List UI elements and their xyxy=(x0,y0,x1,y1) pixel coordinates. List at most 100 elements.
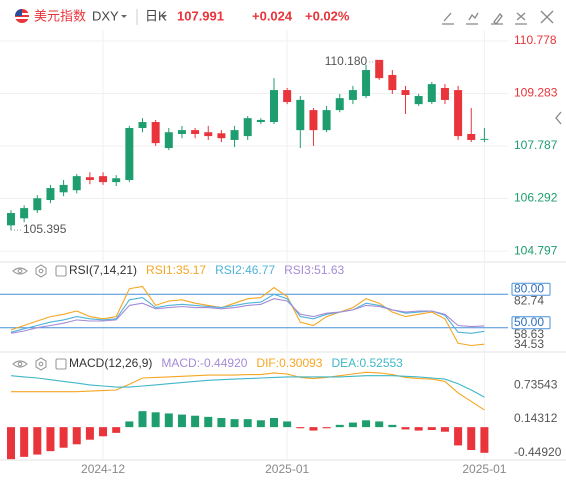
series-line xyxy=(10,298,485,334)
candle-body xyxy=(7,213,15,226)
reference-label-box xyxy=(511,316,551,330)
candle-body xyxy=(388,74,397,91)
candle-body xyxy=(401,90,410,95)
candle-body xyxy=(322,110,331,131)
candle-body xyxy=(230,130,239,140)
checkbox[interactable] xyxy=(55,265,67,277)
change-percent: +0.02% xyxy=(305,8,350,23)
histogram-bar xyxy=(99,427,108,437)
candle-body xyxy=(270,90,278,123)
histogram-bar xyxy=(112,427,121,433)
candle-body xyxy=(164,132,173,149)
candle-body xyxy=(46,188,55,201)
legend-entry: MACD:-0.44920 xyxy=(161,356,247,370)
dropdown-arrow[interactable] xyxy=(121,15,127,18)
histogram-bar xyxy=(46,427,55,452)
histogram-bar xyxy=(270,418,278,428)
flag-icon xyxy=(15,9,29,23)
checkbox[interactable] xyxy=(55,358,67,370)
legend-entry: RSI1:35.17 xyxy=(146,263,206,277)
histogram-bar xyxy=(33,427,42,455)
histogram-bar xyxy=(296,427,305,429)
candle-body xyxy=(59,184,68,193)
histogram-bar xyxy=(401,427,410,430)
eye-icon[interactable] xyxy=(12,267,28,275)
y-tick-label: 110.778 xyxy=(514,33,557,47)
symbol-code[interactable]: DXY xyxy=(92,8,119,23)
histogram-bar xyxy=(243,419,252,428)
histogram-bar xyxy=(283,421,292,428)
candle-body xyxy=(296,99,305,131)
panel-icons xyxy=(12,264,67,371)
histogram-bar xyxy=(72,427,81,445)
candle-body xyxy=(283,90,292,103)
x-tick-label: 2024-12 xyxy=(81,462,125,476)
settings-icon[interactable] xyxy=(35,357,47,371)
reference-label: 80.00 xyxy=(514,281,544,295)
candle-body xyxy=(125,128,134,181)
histogram-bar xyxy=(467,427,476,450)
histogram-bar xyxy=(164,413,173,428)
y-tick-label: -0.44920 xyxy=(514,445,562,459)
series-line xyxy=(10,285,485,347)
histogram-bar xyxy=(427,427,436,430)
y-tick-label: 0.14312 xyxy=(514,411,558,425)
candle-body xyxy=(33,198,42,211)
tool-icon[interactable] xyxy=(515,12,527,25)
histogram-bar xyxy=(151,412,160,428)
tool-icon[interactable] xyxy=(442,12,454,25)
toolbar xyxy=(442,10,554,25)
legend-entry: RSI2:46.77 xyxy=(215,263,275,277)
candle-body xyxy=(217,133,226,139)
tool-icon[interactable] xyxy=(540,10,554,24)
candle-body xyxy=(20,208,29,219)
histogram-bar xyxy=(335,424,344,428)
candle-body xyxy=(112,178,121,183)
histogram-bar xyxy=(414,427,423,431)
candle-body xyxy=(204,132,213,137)
candle-body xyxy=(375,59,384,79)
candle-body xyxy=(99,176,108,183)
symbol-name[interactable]: 美元指数 xyxy=(34,8,86,23)
histogram-bar xyxy=(85,427,94,440)
histogram-bar xyxy=(191,415,200,428)
candle-body xyxy=(138,122,147,129)
histogram-bar xyxy=(454,427,463,446)
histogram-bar xyxy=(348,422,357,428)
panel-title: MACD(12,26,9) xyxy=(69,356,152,370)
histogram-bar xyxy=(440,427,449,432)
histogram-bar xyxy=(375,421,384,428)
candle-body xyxy=(177,130,186,134)
eye-icon[interactable] xyxy=(12,360,28,368)
period[interactable]: 日K xyxy=(145,8,167,23)
candle-body xyxy=(427,84,436,103)
candle-body xyxy=(243,118,252,137)
dropdown-arrow[interactable] xyxy=(161,15,167,18)
histogram-bar xyxy=(138,411,147,428)
tool-icon[interactable] xyxy=(491,13,503,25)
candle-body xyxy=(72,176,81,191)
series-line xyxy=(10,375,485,398)
series-line xyxy=(10,293,485,334)
legend-entry: RSI3:51.63 xyxy=(284,263,344,277)
series-line xyxy=(11,371,485,411)
tool-icon[interactable] xyxy=(466,12,479,25)
histogram-bar xyxy=(217,418,226,428)
settings-icon[interactable] xyxy=(35,264,47,278)
price: 107.991 xyxy=(177,8,224,23)
candle-body xyxy=(480,138,489,140)
histogram-bar xyxy=(362,420,371,428)
histogram-bar xyxy=(388,424,397,428)
collapse-arrow[interactable] xyxy=(555,111,562,125)
y-tick-label: 0.73543 xyxy=(514,377,558,391)
histogram-bar xyxy=(7,427,15,460)
y-tick-label: 104.797 xyxy=(514,243,558,257)
candle-body xyxy=(467,133,476,140)
panel-title: RSI(7,14,21) xyxy=(69,263,137,277)
candle-body xyxy=(335,98,344,111)
histogram-bar xyxy=(59,427,68,448)
y-tick-label: 82.74 xyxy=(514,293,544,307)
candle-body xyxy=(440,87,449,100)
candle-body xyxy=(85,177,94,181)
